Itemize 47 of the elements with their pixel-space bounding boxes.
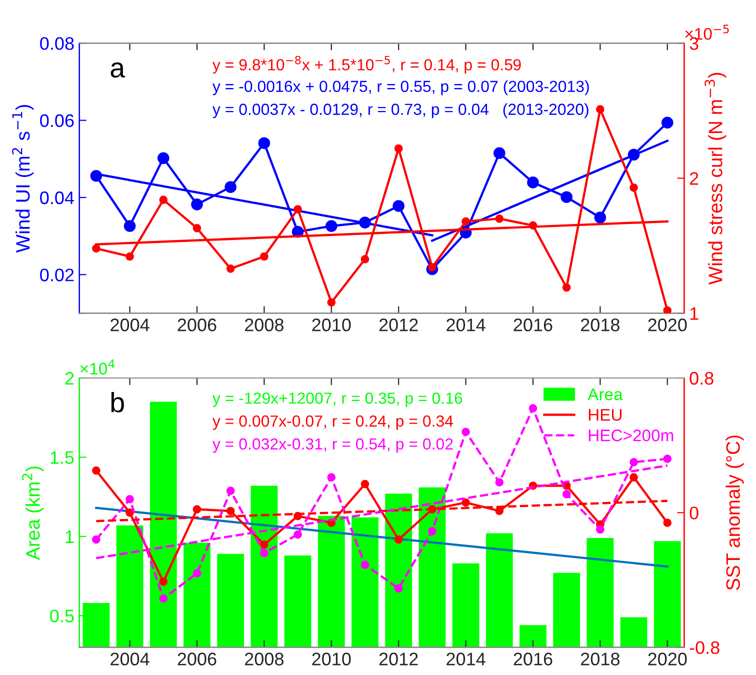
x-tick-label: 2006 xyxy=(178,318,216,332)
y-tick-label: 0.04 xyxy=(40,191,74,204)
legend-label: Area xyxy=(588,388,623,400)
x-tick-label: 2004 xyxy=(110,652,150,666)
y-tick-label: 0.08 xyxy=(40,37,74,50)
annotation: y = 0.0037x - 0.0129, r = 0.73, p = 0.04 (2013-2020) xyxy=(212,103,588,118)
x-tick-label: 2014 xyxy=(446,318,486,332)
y2-axis-title: SST anomaly (°C) xyxy=(726,436,744,590)
y-tick-label: 2 xyxy=(65,372,74,385)
y2-tick-label: -0.8 xyxy=(690,641,720,654)
x-tick-label: 2016 xyxy=(514,652,552,666)
y2-axis-title: Wind stress curl (N m$^{−3}$) xyxy=(704,72,726,285)
y-tick-label: 1.5 xyxy=(50,451,74,464)
x-tick-label: 2012 xyxy=(379,318,418,332)
annotation: y = -0.0016x + 0.0475, r = 0.55, p = 0.07 (2003-2013) xyxy=(212,80,589,96)
y2-tick-label: 0 xyxy=(690,506,698,520)
annotation: b xyxy=(111,392,124,412)
y-tick-label: 0.5 xyxy=(50,610,74,622)
annotation: a xyxy=(110,62,126,78)
y2-tick-label: 1 xyxy=(690,307,698,320)
annotation: y = -129x+12007, r = 0.35, p = 0.16 xyxy=(212,392,462,407)
y2-tick-label: 0.8 xyxy=(690,372,714,385)
x-tick-label: 2010 xyxy=(312,652,351,666)
y-tick-label: 0.06 xyxy=(40,114,74,128)
text: ×10$^{4}$ xyxy=(80,360,115,375)
x-tick-label: 2014 xyxy=(446,652,486,666)
legend-label: HEC>200m xyxy=(588,430,674,442)
x-tick-label: 2020 xyxy=(648,652,687,666)
y-tick-label: 0.02 xyxy=(40,268,74,282)
x-tick-label: 2004 xyxy=(110,318,150,332)
x-tick-label: 2006 xyxy=(178,652,216,666)
y-axis-title: Wind UI (m$^{2}$ s$^{−1}$) xyxy=(12,104,34,253)
x-tick-label: 2008 xyxy=(245,318,284,332)
x-tick-label: 2018 xyxy=(581,318,620,332)
x-tick-label: 2008 xyxy=(245,652,284,666)
annotation: y = 9.8*10$^{−8}$x + 1.5*10$^{−5}$, r = 0.14, p = 0.59 xyxy=(212,56,521,74)
y-tick-label: 1 xyxy=(66,530,74,543)
x-tick-label: 2012 xyxy=(379,652,418,666)
x-tick-label: 2018 xyxy=(581,652,620,666)
x-tick-label: 2016 xyxy=(514,318,552,332)
y2-tick-label: 2 xyxy=(690,172,698,185)
x-tick-label: 2020 xyxy=(648,318,687,332)
annotation: y = 0.032x-0.31, r = 0.54, p = 0.02 xyxy=(212,438,453,453)
legend-label: HEU xyxy=(588,409,622,421)
x-tick-label: 2010 xyxy=(312,318,351,332)
annotation: y = 0.007x-0.07, r = 0.24, p = 0.34 xyxy=(212,415,454,430)
y-axis-title: Area (km$^{2}$) xyxy=(22,466,44,560)
